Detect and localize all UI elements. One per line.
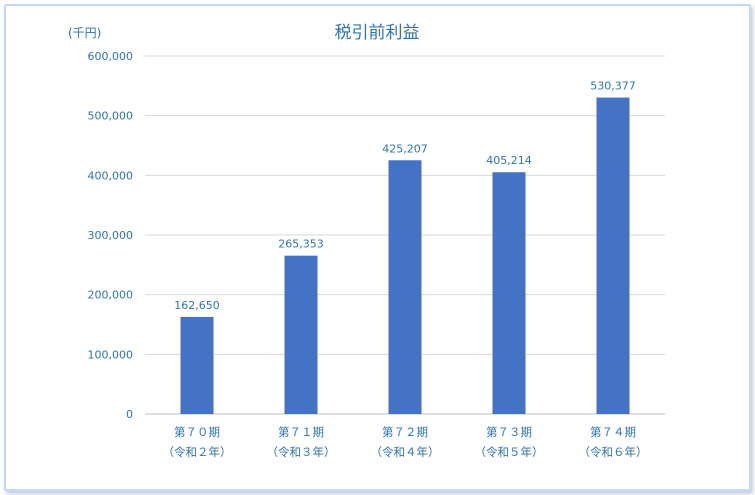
chart-title: 税引前利益 (335, 23, 420, 43)
category-sublabel: （令和５年） (475, 445, 544, 459)
category-label: 第７３期 (486, 425, 532, 439)
bar (180, 316, 214, 414)
category-sublabel: （令和４年） (371, 445, 440, 459)
bar (492, 172, 526, 414)
category-sublabel: （令和２年） (163, 445, 232, 459)
data-label: 265,353 (278, 238, 324, 251)
bars (180, 97, 630, 415)
data-labels: 162,650 265,353 425,207 405,214 530,377 (174, 80, 636, 312)
data-label: 530,377 (590, 80, 636, 93)
y-tick-label: 100,000 (88, 348, 134, 361)
bar (284, 255, 318, 414)
data-label: 425,207 (382, 142, 428, 155)
category-label: 第７４期 (590, 425, 636, 439)
category-label: 第７０期 (174, 425, 220, 439)
bar (388, 160, 422, 414)
y-tick-label: 600,000 (88, 50, 134, 63)
y-axis-ticks: 0 100,000 200,000 300,000 400,000 500,000 600,… (88, 50, 134, 421)
unit-label: (千円) (68, 26, 101, 40)
category-sublabel: （令和３年） (267, 445, 336, 459)
y-tick-label: 0 (126, 408, 133, 421)
y-tick-label: 400,000 (88, 169, 134, 182)
category-label: 第７１期 (278, 425, 324, 439)
y-tick-label: 300,000 (88, 229, 134, 242)
bar (596, 97, 630, 415)
data-label: 162,650 (174, 299, 220, 312)
y-tick-label: 200,000 (88, 289, 134, 302)
category-sublabel: （令和６年） (579, 445, 648, 459)
data-label: 405,214 (486, 154, 532, 167)
x-axis-categories: 第７０期 （令和２年） 第７１期 （令和３年） 第７２期 （令和４年） 第７３期 （令和５年）… (163, 425, 648, 459)
category-label: 第７２期 (382, 425, 428, 439)
y-tick-label: 500,000 (88, 110, 134, 123)
